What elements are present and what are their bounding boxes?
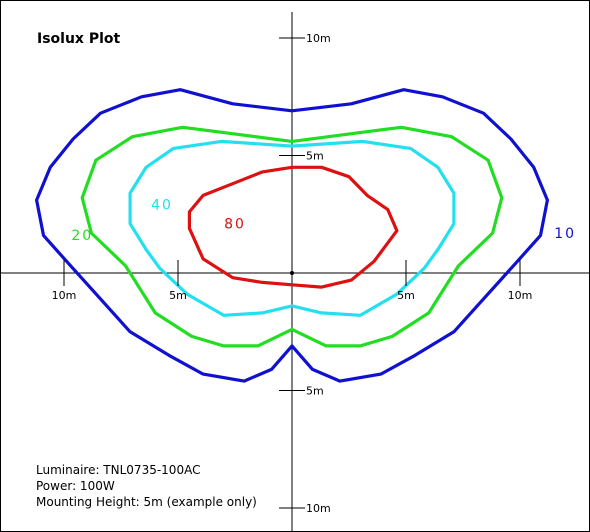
contour-lines: 10 20 40 80 [34, 88, 576, 383]
y-tick-label: 5m [306, 385, 324, 398]
y-tick-label: 10m [306, 502, 331, 515]
contour-label-20: 20 [71, 228, 93, 244]
contour-label-40: 40 [151, 198, 173, 214]
contour-label-10: 10 [554, 226, 576, 242]
luminaire-origin-dot [290, 271, 294, 275]
axis-ticks: 10m 5m 5m 10m 10m 5m 5m 10m [52, 32, 533, 515]
y-tick-label: 10m [306, 32, 331, 45]
y-tick-label: 5m [306, 150, 324, 163]
contour-line-40 [128, 139, 456, 317]
contour-line-20 [80, 125, 504, 348]
contour-label-80: 80 [224, 216, 246, 232]
x-tick-label: 5m [169, 289, 187, 302]
contour-line-10 [34, 88, 550, 383]
x-tick-label: 5m [397, 289, 415, 302]
x-tick-label: 10m [52, 289, 77, 302]
contour-line-80 [187, 165, 399, 289]
x-tick-label: 10m [508, 289, 533, 302]
axes [0, 12, 590, 532]
